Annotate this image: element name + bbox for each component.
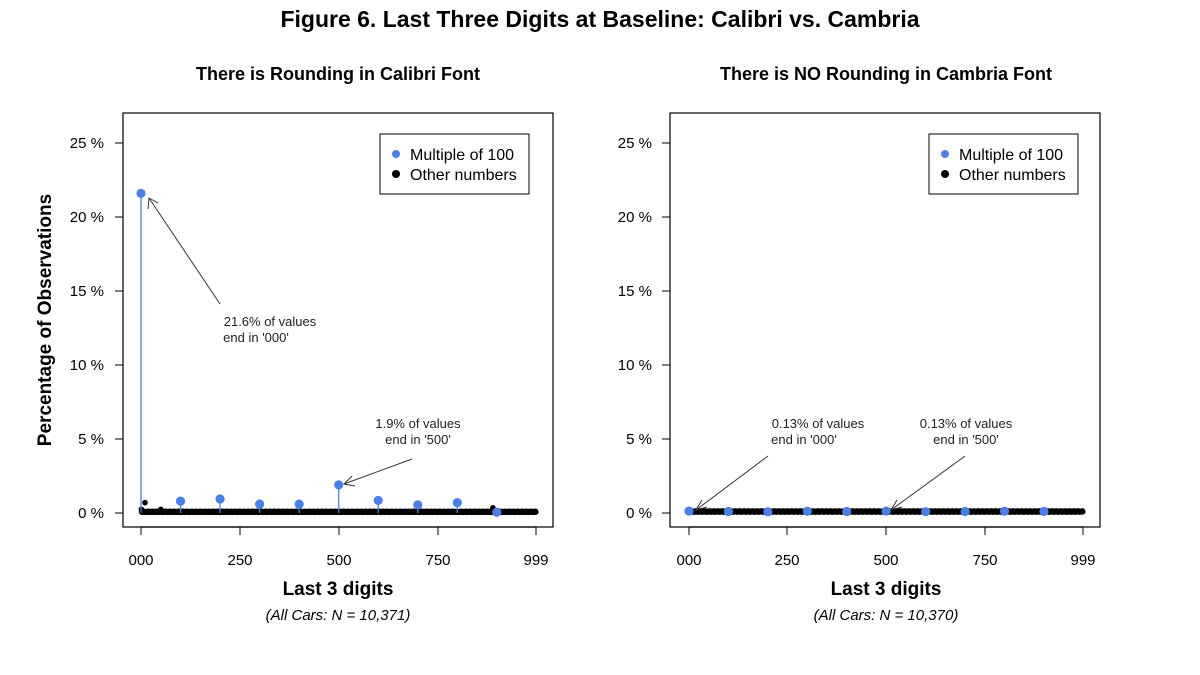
legend-label: Multiple of 100	[410, 147, 514, 164]
legend-swatch-multiple	[392, 150, 400, 158]
point-multiple-of-100	[960, 506, 970, 517]
legend-swatch-other	[941, 170, 949, 178]
x-axis-label: Last 3 digits	[831, 579, 942, 600]
point-multiple-of-100	[136, 188, 146, 198]
data-points	[136, 188, 539, 517]
x-tick-label: 500	[326, 552, 351, 569]
data-points	[684, 506, 1086, 517]
point-multiple-of-100	[999, 506, 1010, 516]
point-multiple-of-100	[175, 496, 186, 506]
y-axis: 0 % 5 % 10 % 15 % 20 % 25 %	[70, 135, 123, 522]
y-tick-label: 0 %	[626, 505, 652, 522]
point-multiple-of-100	[684, 506, 694, 516]
annotation-arrow	[343, 458, 413, 485]
annotation-000: 0.13% of values end in '000'	[694, 416, 865, 511]
arrow-head	[889, 499, 903, 511]
y-tick-label: 5 %	[78, 431, 104, 448]
y-tick-label: 25 %	[618, 135, 652, 152]
x-tick-label: 999	[523, 552, 548, 569]
y-tick-label: 15 %	[618, 283, 652, 300]
sample-size-note: (All Cars: N = 10,370)	[814, 607, 959, 624]
point-other	[142, 499, 148, 506]
y-tick-label: 20 %	[70, 209, 104, 226]
arrow-head	[147, 197, 159, 210]
y-tick-label: 0 %	[78, 505, 104, 522]
x-axis-label: Last 3 digits	[283, 579, 394, 600]
chart-title: There is Rounding in Calibri Font	[196, 64, 480, 84]
point-multiple-of-100	[334, 480, 344, 490]
x-tick-label: 500	[873, 552, 898, 569]
chart-right: There is NO Rounding in Cambria Font 000…	[618, 64, 1101, 624]
y-tick-label: 15 %	[70, 283, 104, 300]
y-axis-label: Percentage of Observations	[35, 194, 56, 446]
point-multiple-of-100	[452, 498, 462, 508]
annotation-000: 21.6% of values end in '000'	[147, 197, 317, 345]
annotation-line: 0.13% of values	[920, 416, 1013, 431]
point-multiple-of-100	[763, 507, 773, 517]
x-axis: 000 250 500 750 999	[128, 526, 549, 569]
y-tick-label: 10 %	[618, 357, 652, 374]
point-multiple-of-100	[921, 507, 931, 517]
legend-label: Other numbers	[959, 167, 1066, 184]
point-multiple-of-100	[294, 499, 304, 509]
y-tick-label: 10 %	[70, 357, 104, 374]
point-multiple-of-100	[215, 494, 225, 504]
point-other	[157, 506, 164, 513]
annotation-line: 1.9% of values	[375, 416, 461, 431]
point-multiple-of-100	[802, 506, 812, 516]
figure-title: Figure 6. Last Three Digits at Baseline:…	[280, 6, 920, 32]
point-multiple-of-100	[492, 507, 502, 517]
legend-swatch-multiple	[941, 150, 949, 158]
point-multiple-of-100	[413, 500, 423, 510]
x-tick-label: 000	[676, 552, 701, 569]
x-axis: 000 250 500 750 999	[676, 526, 1096, 569]
arrow-head	[694, 499, 708, 511]
x-tick-label: 000	[128, 552, 153, 569]
x-tick-label: 750	[425, 552, 450, 569]
legend: Multiple of 100 Other numbers	[379, 133, 530, 195]
legend-box	[379, 133, 530, 195]
arrow-head	[342, 475, 356, 487]
y-tick-label: 25 %	[70, 135, 104, 152]
annotation-line: end in '000'	[223, 330, 289, 345]
annotation-500: 0.13% of values end in '500'	[889, 416, 1013, 511]
legend-box	[928, 133, 1079, 195]
annotation-line: end in '500'	[385, 432, 451, 447]
point-multiple-of-100	[723, 506, 734, 517]
x-tick-label: 999	[1070, 552, 1095, 569]
x-tick-label: 750	[972, 552, 997, 569]
point-multiple-of-100	[881, 506, 891, 516]
annotation-line: 21.6% of values	[224, 314, 317, 329]
annotation-500: 1.9% of values end in '500'	[342, 416, 461, 487]
legend-label: Multiple of 100	[959, 147, 1063, 164]
x-tick-label: 250	[227, 552, 252, 569]
point-multiple-of-100	[373, 495, 383, 506]
y-tick-label: 5 %	[626, 431, 652, 448]
annotation-arrow	[695, 455, 769, 511]
point-other	[533, 509, 539, 515]
sample-size-note: (All Cars: N = 10,371)	[266, 607, 411, 624]
chart-title: There is NO Rounding in Cambria Font	[720, 64, 1052, 84]
point-multiple-of-100	[1039, 506, 1049, 516]
legend: Multiple of 100 Other numbers	[928, 133, 1079, 195]
point-multiple-of-100	[255, 499, 265, 509]
annotation-line: 0.13% of values	[772, 416, 865, 431]
x-tick-label: 250	[774, 552, 799, 569]
legend-label: Other numbers	[410, 167, 517, 184]
legend-swatch-other	[392, 170, 400, 178]
annotation-line: end in '000'	[771, 432, 837, 447]
y-tick-label: 20 %	[618, 209, 652, 226]
annotation-line: end in '500'	[933, 432, 999, 447]
annotation-arrow	[148, 197, 221, 305]
annotation-arrow	[890, 455, 966, 511]
point-other	[1080, 509, 1086, 515]
point-multiple-of-100	[842, 506, 852, 517]
y-axis: 0 % 5 % 10 % 15 % 20 % 25 %	[618, 135, 670, 522]
chart-left: There is Rounding in Calibri Font 000 25…	[35, 64, 554, 624]
